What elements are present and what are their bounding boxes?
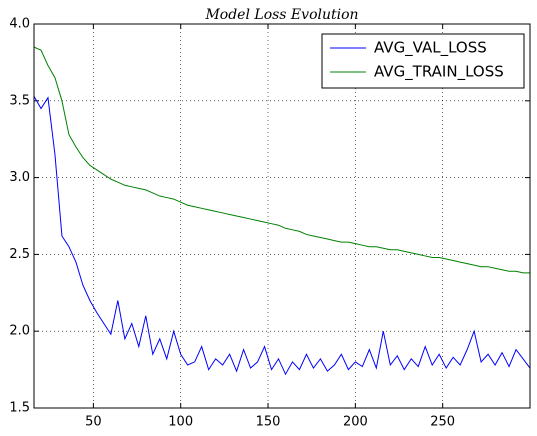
x-tick-label: 250 [430, 415, 455, 430]
series-line [34, 46, 530, 274]
plot-frame [33, 23, 531, 409]
x-tick-label: 50 [85, 415, 102, 430]
legend-label: AVG_VAL_LOSS [374, 39, 487, 58]
y-tick-label: 2.5 [9, 247, 30, 262]
x-tick-label: 150 [256, 415, 281, 430]
y-tick-label: 1.5 [9, 401, 30, 416]
chart-title: Model Loss Evolution [204, 7, 358, 23]
y-tick-label: 3.5 [9, 93, 30, 108]
series-line [34, 95, 530, 376]
y-tick-label: 4.0 [9, 17, 30, 32]
y-tick-label: 2.0 [9, 324, 30, 339]
legend-box [321, 33, 525, 89]
x-tick-label: 200 [343, 415, 368, 430]
y-tick-label: 3.0 [9, 170, 30, 185]
legend-label: AVG_TRAIN_LOSS [374, 63, 504, 82]
x-tick-label: 100 [168, 415, 193, 430]
